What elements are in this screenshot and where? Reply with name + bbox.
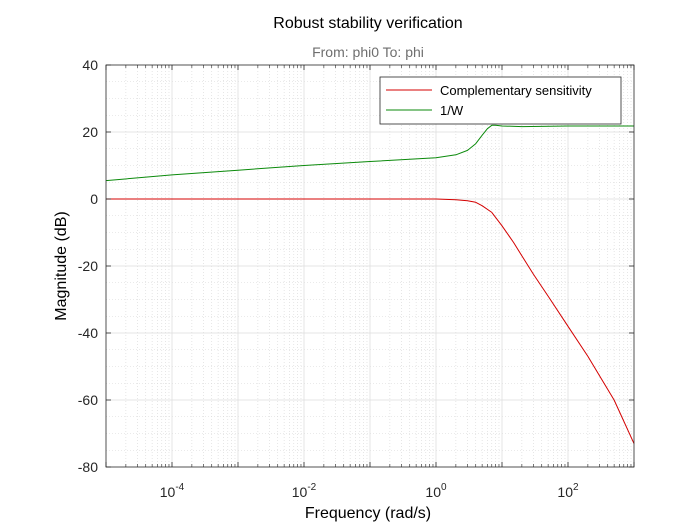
- y-tick-label: -80: [78, 459, 98, 475]
- series-lines: [105, 124, 635, 444]
- y-tick-label: 40: [82, 57, 98, 73]
- y-tick-label: 0: [90, 191, 98, 207]
- y-tick-label: -60: [78, 392, 98, 408]
- major-grid: [106, 65, 634, 467]
- chart-subtitle: From: phi0 To: phi: [312, 44, 424, 60]
- y-tick-label: 20: [82, 124, 98, 140]
- x-tick-label: 10-4: [160, 482, 185, 500]
- y-tick-label: -40: [78, 325, 98, 341]
- x-axis-label: Frequency (rad/s): [305, 505, 431, 522]
- series-line-complementary-sensitivity: [106, 198, 635, 444]
- x-tick-label: 100: [425, 482, 447, 500]
- x-tick-labels: 10-4 10-2 100 102: [160, 482, 579, 500]
- x-tick-label: 102: [557, 482, 579, 500]
- tick-marks: [105, 64, 635, 468]
- y-axis-label: Magnitude (dB): [53, 211, 70, 320]
- legend-box: [379, 76, 622, 125]
- legend-label-complementary-sensitivity: Complementary sensitivity: [440, 83, 592, 98]
- y-tick-label: -20: [78, 258, 98, 274]
- series-line-1-w: [105, 124, 634, 182]
- legend-label-1-over-w: 1/W: [440, 103, 464, 118]
- x-tick-label: 10-2: [292, 482, 317, 500]
- legend: Complementary sensitivity 1/W: [379, 76, 622, 125]
- y-tick-labels: 40 20 0 -20 -40 -60 -80: [78, 57, 98, 475]
- chart-title: Robust stability verification: [273, 15, 462, 32]
